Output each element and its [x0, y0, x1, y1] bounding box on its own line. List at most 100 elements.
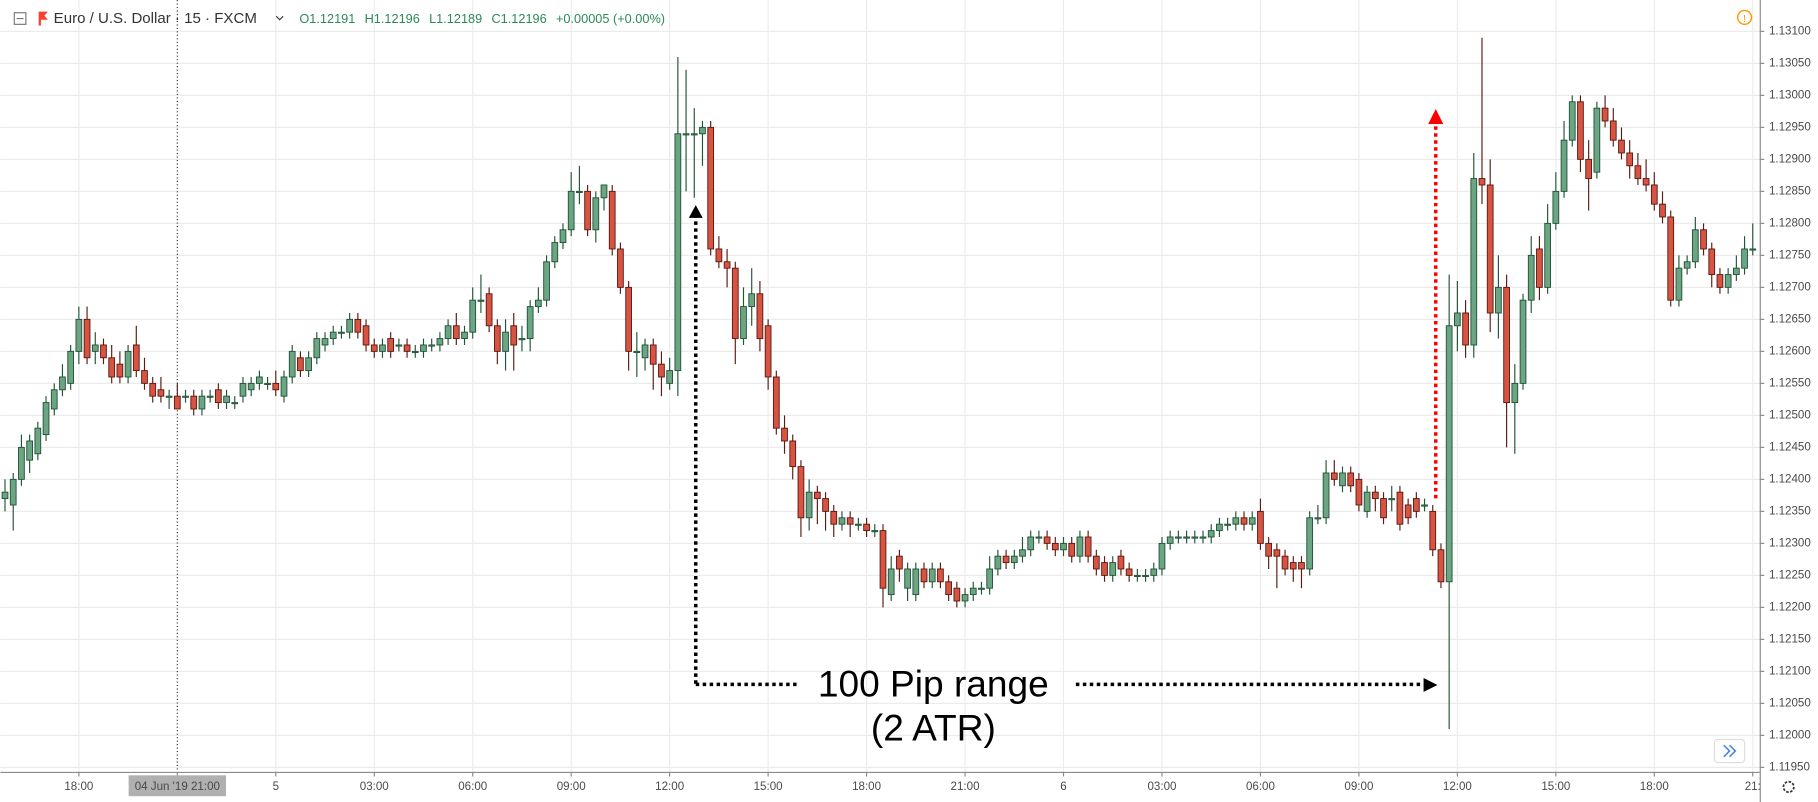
candle-body: [165, 395, 173, 398]
close: C1.12196: [491, 11, 546, 26]
candle-body: [567, 190, 575, 231]
candle-body: [789, 440, 797, 468]
candle-body: [428, 344, 436, 347]
candle-body: [625, 286, 632, 352]
candle-body: [641, 344, 649, 359]
y-tick-label: 1.12700: [1769, 281, 1811, 293]
candle-body: [379, 344, 386, 352]
candle-body: [1412, 498, 1420, 512]
candle-body: [305, 357, 312, 372]
candle-body: [83, 318, 91, 359]
candle-body: [986, 568, 994, 589]
collapse-icon[interactable]: [13, 12, 27, 25]
candle-body: [633, 350, 641, 353]
candle-body: [690, 133, 698, 136]
candle-body: [830, 510, 838, 525]
candle-body: [1667, 216, 1675, 301]
candle-body: [190, 395, 198, 410]
settings-icon[interactable]: [1782, 780, 1795, 794]
candle-body: [1191, 536, 1199, 539]
candle-body: [132, 344, 140, 372]
candle-body: [699, 126, 706, 135]
candle-body: [723, 261, 731, 269]
y-tick-label: 1.11950: [1769, 761, 1810, 773]
candle-body: [280, 376, 288, 397]
candle-body: [485, 293, 493, 327]
candle-body: [477, 299, 485, 302]
candle-body: [1495, 286, 1502, 314]
candle-body: [1306, 517, 1314, 570]
candle-body: [584, 190, 591, 231]
candle-body: [198, 395, 206, 410]
y-tick-label: 1.12900: [1769, 153, 1811, 165]
candle-body: [1388, 498, 1396, 501]
candle-body: [797, 466, 805, 519]
x-tick-label: 12:00: [1443, 781, 1472, 793]
x-tick-label: 18:00: [1640, 781, 1669, 793]
y-tick-label: 1.12800: [1769, 217, 1811, 229]
candle-body: [1347, 472, 1355, 487]
candle-body: [1207, 530, 1215, 538]
candle-body: [182, 395, 189, 398]
arrow-head: [1428, 108, 1444, 125]
candle-body: [247, 382, 255, 391]
x-tick-label: 15:00: [1541, 781, 1570, 793]
candle-body: [1084, 536, 1092, 557]
candle-body: [608, 190, 616, 250]
candle-body: [1150, 568, 1158, 576]
candle-body: [748, 293, 756, 308]
candle-body: [649, 344, 657, 365]
candle-body: [904, 568, 911, 589]
candle-body: [600, 184, 608, 199]
candle-body: [1142, 574, 1149, 578]
candle-body: [313, 338, 321, 359]
dropdown-icon: [275, 15, 284, 21]
candle-body: [526, 306, 534, 340]
candle-body: [452, 325, 460, 340]
x-tick-label: 18:00: [64, 781, 93, 793]
candle-body: [100, 344, 107, 359]
candle-body: [297, 357, 304, 372]
candle-body: [354, 318, 362, 333]
y-tick-label: 1.12400: [1769, 473, 1811, 485]
price-axis: 1.11950 1.12000 1.12050 1.12100 1.12150 1.122…: [1759, 25, 1811, 773]
candle-body: [937, 568, 944, 583]
candle-body: [1741, 248, 1748, 269]
candle-body: [1536, 248, 1543, 288]
candle-body: [141, 370, 148, 384]
candle-body: [1396, 491, 1404, 525]
symbol[interactable]: Euro / U.S. Dollar · 15 · FXCM: [54, 10, 257, 27]
candle-body: [838, 517, 846, 525]
candle-body: [1060, 542, 1067, 551]
candle-body: [1265, 542, 1273, 557]
y-tick-label: 1.12650: [1769, 313, 1811, 325]
candle-body: [1175, 536, 1182, 539]
warning-icon[interactable]: [1736, 9, 1753, 26]
y-tick-label: 1.12600: [1769, 345, 1811, 357]
candle-body: [370, 344, 378, 352]
header: Euro / U.S. Dollar · 15 · FXCM O1.12191 H…: [13, 9, 1753, 27]
candle-body: [1248, 517, 1256, 525]
candle-body: [264, 382, 271, 385]
candle-body: [1134, 574, 1141, 578]
candle-body: [18, 446, 25, 480]
y-tick-label: 1.12950: [1769, 121, 1811, 133]
candle-body: [50, 389, 58, 410]
candle-body: [1486, 184, 1494, 314]
scroll-icon: [1723, 744, 1737, 758]
candle-body: [863, 523, 870, 532]
candle-body: [1421, 504, 1428, 507]
grid: [0, 0, 1760, 772]
candle-body: [1010, 555, 1018, 564]
candle-body: [945, 581, 952, 596]
x-tick-label: 12:00: [655, 781, 684, 793]
candle-body: [387, 338, 395, 352]
candle-body: [1281, 555, 1289, 570]
candle-body: [1626, 152, 1634, 167]
candle-body: [1511, 382, 1519, 404]
y-tick-label: 1.12750: [1769, 249, 1811, 261]
candle-body: [59, 376, 66, 391]
candle-body: [1618, 139, 1625, 154]
candle-body: [764, 325, 772, 378]
